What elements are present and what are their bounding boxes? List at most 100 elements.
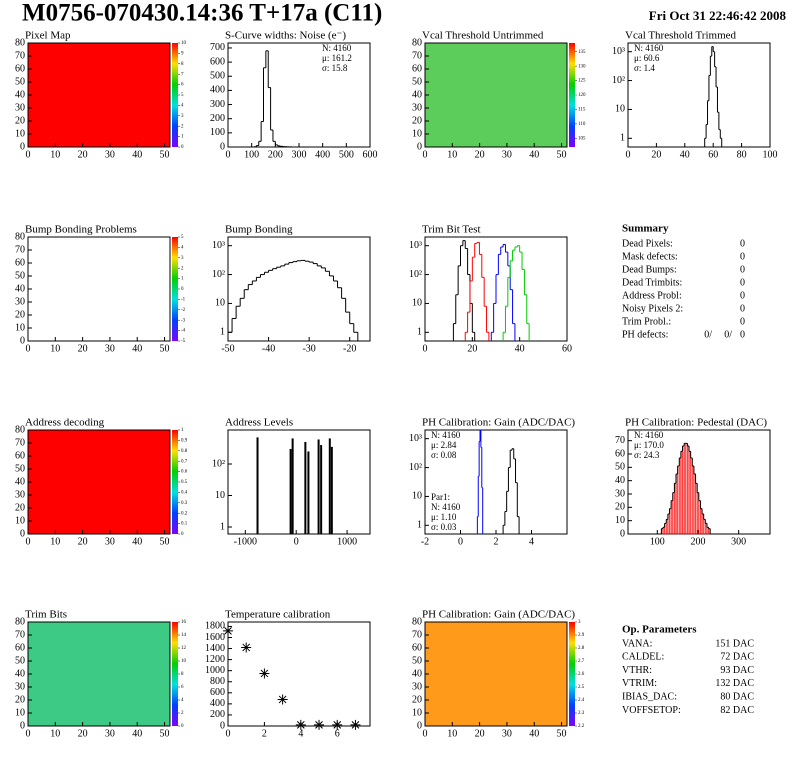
z-tick-label: 16 [181, 620, 187, 625]
y-tick-label: 0 [220, 141, 225, 152]
panel-title: Vcal Threshold Untrimmed [422, 30, 544, 42]
y-tick-label: 70 [412, 50, 422, 61]
bin-fill [688, 451, 691, 535]
z-tick-label: 7 [181, 72, 184, 77]
x-tick-label: 100 [244, 149, 259, 160]
z-tick-label: 3 [181, 114, 184, 119]
x-tick-label: 60 [562, 343, 572, 354]
z-tick-label: 0 [181, 287, 184, 292]
z-tick-label: 0.2 [181, 511, 188, 516]
z-tick-label: 10 [181, 659, 187, 664]
heatmap-fill [425, 622, 567, 726]
x-tick-label: 400 [315, 149, 330, 160]
stats-text: Par1: [431, 492, 450, 502]
frame [227, 429, 371, 535]
bin-fill [677, 465, 680, 535]
x-tick-label: 30 [502, 728, 512, 739]
x-tick-label: 10 [447, 149, 457, 160]
x-tick-label: 40 [529, 728, 539, 739]
row-label: Address Probl: [622, 290, 682, 301]
row-value: 80 DAC [720, 691, 754, 702]
x-tick-label: 40 [132, 149, 142, 160]
z-tick-label: 110 [578, 122, 586, 127]
x-tick-label: 10 [50, 728, 60, 739]
x-tick-label: 50 [160, 728, 170, 739]
z-tick-label: 2 [181, 124, 184, 129]
frame [627, 42, 771, 148]
y-tick-label: 1400 [205, 643, 225, 654]
x-tick-label: 20 [475, 728, 485, 739]
y-tick-label: 10 [412, 707, 422, 718]
x-tick-label: 10 [50, 536, 60, 547]
z-tick-label: 105 [578, 136, 586, 141]
z-tick-label: 135 [578, 50, 586, 55]
row-value: 0 [740, 264, 745, 275]
data-point [223, 625, 233, 636]
row-value: 93 DAC [720, 665, 754, 676]
y-tick-label: 10² [212, 269, 225, 280]
x-tick-label: 4 [529, 536, 534, 547]
z-tick-label: 2.4 [578, 698, 585, 703]
row-value: 0 [740, 238, 745, 249]
y-tick-label: 100 [210, 127, 225, 138]
z-tick-label: 2 [181, 711, 184, 716]
z-tick-label: 0 [181, 532, 184, 537]
y-tick-label: 600 [210, 687, 225, 698]
z-tick-label: 0.5 [181, 480, 188, 485]
y-tick-label: 10 [15, 128, 25, 139]
stats-text: σ: 1.4 [634, 63, 655, 73]
row-value: 72 DAC [720, 652, 754, 663]
y-tick-label: 50 [412, 655, 422, 666]
row-value: 0 [740, 251, 745, 262]
row-label: CALDEL: [622, 652, 664, 663]
bar [307, 451, 310, 534]
row-value: 0/ [704, 329, 712, 340]
x-tick-label: 40 [132, 728, 142, 739]
panel-title: Address Levels [225, 417, 293, 429]
y-tick-label: 40 [15, 283, 25, 294]
stats-text: σ: 15.8 [322, 63, 348, 73]
y-tick-label: 10 [412, 128, 422, 139]
data-point [332, 719, 343, 730]
bin-fill [692, 465, 695, 535]
y-tick-label: 1600 [205, 632, 225, 643]
data-point [277, 694, 288, 705]
heatmap-fill [28, 237, 170, 341]
z-tick-label: 4 [181, 104, 184, 109]
x-tick-label: 300 [731, 536, 746, 547]
x-tick-label: 0 [26, 149, 31, 160]
y-tick-label: 50 [15, 463, 25, 474]
y-tick-label: 10 [15, 707, 25, 718]
row-label: VTHR: [622, 665, 652, 676]
panel-title: Vcal Threshold Trimmed [625, 30, 737, 42]
stats-text: σ: 0.03 [431, 522, 457, 532]
z-tick-label: 2.8 [578, 646, 585, 651]
z-tick-label: -3 [181, 318, 186, 323]
x-tick-label: 10 [447, 728, 457, 739]
z-tick-label: 8 [181, 62, 184, 67]
y-tick-label: 20 [15, 694, 25, 705]
y-tick-label: 10² [612, 75, 625, 86]
y-tick-label: 10 [615, 515, 625, 526]
x-tick-label: 1000 [337, 536, 357, 547]
y-tick-label: 200 [210, 113, 225, 124]
y-tick-label: 400 [210, 698, 225, 709]
bin-fill [690, 457, 693, 535]
z-tick-label: 6 [181, 83, 184, 88]
panel-title: Trim Bit Test [422, 224, 481, 236]
y-tick-label: 50 [412, 76, 422, 87]
x-tick-label: 100 [650, 536, 665, 547]
y-tick-label: 40 [15, 476, 25, 487]
z-tick-label: 2.2 [578, 724, 585, 729]
x-tick-label: 20 [475, 149, 485, 160]
bar [328, 438, 331, 534]
y-tick-label: 1 [620, 133, 625, 144]
x-tick-label: 60 [708, 149, 718, 160]
stats-text: σ: 0.08 [431, 450, 457, 460]
x-tick-label: 20 [78, 149, 88, 160]
x-tick-label: 300 [292, 149, 307, 160]
x-tick-label: 200 [268, 149, 283, 160]
row-label: VOFFSETOP: [622, 705, 681, 716]
y-tick-label: 20 [412, 694, 422, 705]
y-tick-label: 30 [615, 488, 625, 499]
